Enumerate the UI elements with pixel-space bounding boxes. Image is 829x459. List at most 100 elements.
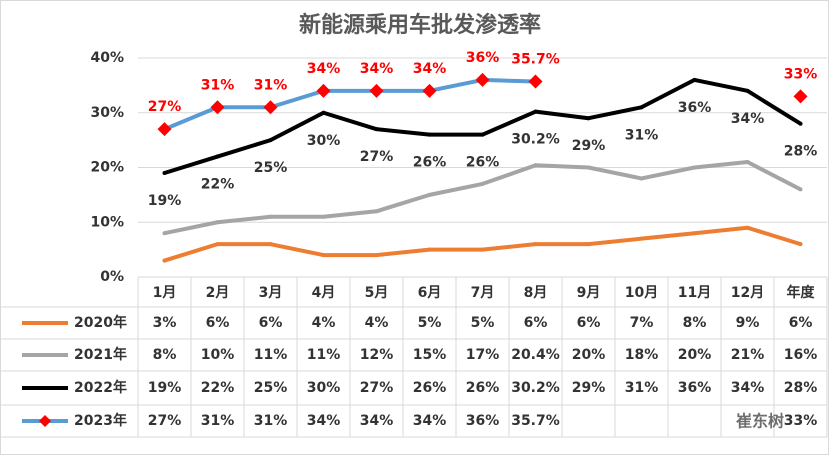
data-label: 36% [678,100,712,116]
vertex [480,247,485,252]
vertex [480,181,485,186]
vertex [374,209,379,214]
table-cell: 19% [148,380,182,396]
y-tick-label: 20% [90,160,124,176]
vertex [692,231,697,236]
vertex [692,165,697,170]
x-tick-label: 9月 [577,285,601,301]
vertex [162,231,167,236]
marker [157,122,172,137]
vertex [321,253,326,258]
table-cell: 4% [365,315,389,331]
table-cell: 20% [678,347,712,363]
marker [369,83,384,98]
vertex [480,132,485,137]
table-cell: 26% [466,380,500,396]
marker [475,72,490,87]
vertex [162,170,167,175]
data-label: 29% [572,138,606,154]
table-cell: 28% [784,380,818,396]
data-label: 34% [731,111,765,127]
table-cell: 25% [254,380,288,396]
chart-title: 新能源乘用车批发渗透率 [299,12,541,38]
vertex [586,242,591,247]
data-label: 36% [466,50,500,66]
vertex [268,214,273,219]
vertex [215,154,220,159]
vertex [321,214,326,219]
table-cell: 7% [630,315,654,331]
table-cell: 17% [466,347,500,363]
x-tick-label: 11月 [678,285,711,301]
marker [210,100,225,115]
vertex [533,163,538,168]
x-tick-label: 12月 [731,285,764,301]
table-cell: 34% [360,413,394,429]
table-cell: 26% [413,380,447,396]
vertex [374,127,379,132]
table-cell: 6% [789,315,813,331]
x-tick-label: 年度 [787,284,816,301]
table-cell: 20% [572,347,606,363]
table-cell: 6% [259,315,283,331]
y-tick-label: 10% [90,214,124,230]
data-label: 31% [625,127,659,143]
vertex [268,138,273,143]
vertex [745,88,750,93]
vertex [745,225,750,230]
table-cell: 34% [307,413,341,429]
watermark: 崔东树 [736,412,784,431]
vertex [798,121,803,126]
table-cell: 11% [307,347,341,363]
table-cell: 20.4% [511,347,560,363]
table-cell: 31% [254,413,288,429]
table-cell: 22% [201,380,235,396]
vertex [639,105,644,110]
data-label: 26% [466,155,500,171]
vertex [427,132,432,137]
vertex [427,192,432,197]
table-cell: 6% [524,315,548,331]
vertex [215,242,220,247]
table-cell: 29% [572,380,606,396]
table-cell: 8% [683,315,707,331]
marker [316,83,331,98]
x-tick-label: 8月 [524,285,548,301]
marker [528,74,543,89]
table-cell: 30% [307,380,341,396]
table-cell: 34% [413,413,447,429]
data-label: 28% [784,144,818,160]
data-label: 35.7% [511,52,560,68]
x-tick-label: 6月 [418,285,442,301]
vertex [427,247,432,252]
vertex [639,176,644,181]
table-cell: 34% [731,380,765,396]
table-cell: 31% [625,380,659,396]
vertex [321,110,326,115]
marker [422,83,437,98]
table-cell: 10% [201,347,235,363]
data-label: 30.2% [511,132,560,148]
vertex [586,165,591,170]
table-cell: 18% [625,347,659,363]
vertex [639,236,644,241]
data-label: 34% [307,61,341,77]
data-label: 26% [413,155,447,171]
table-cell: 3% [153,315,177,331]
data-label: 34% [413,61,447,77]
table-cell: 15% [413,347,447,363]
table-cell: 6% [577,315,601,331]
x-tick-label: 3月 [259,285,283,301]
vertex [374,253,379,258]
vertex [586,116,591,121]
y-tick-label: 40% [90,50,124,66]
data-label: 31% [201,77,235,93]
table-cell: 21% [731,347,765,363]
table-cell: 5% [471,315,495,331]
x-tick-label: 5月 [365,285,389,301]
vertex [533,109,538,114]
x-tick-label: 4月 [312,285,336,301]
legend-label: 2023年 [74,412,127,429]
x-tick-label: 7月 [471,285,495,301]
